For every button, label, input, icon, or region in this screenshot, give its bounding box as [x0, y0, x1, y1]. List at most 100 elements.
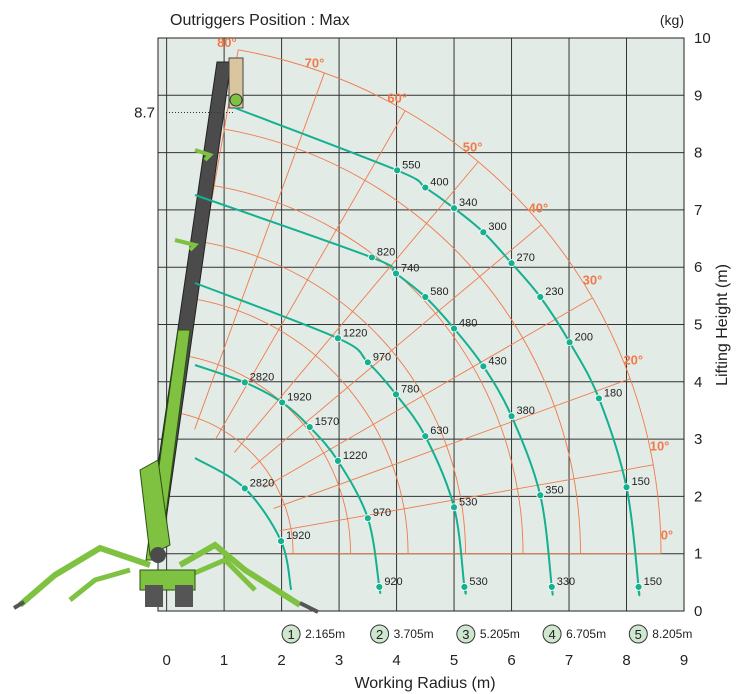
load-curve — [234, 107, 641, 597]
y-axis-label: Lifting Height (m) — [714, 264, 731, 386]
load-point — [507, 412, 516, 421]
load-point — [595, 394, 603, 403]
x-tick-label: 2 — [277, 652, 285, 669]
load-point — [334, 334, 342, 343]
load-point — [240, 378, 249, 387]
load-value: 180 — [604, 387, 622, 399]
load-point — [393, 166, 402, 175]
load-value: 330 — [557, 576, 575, 588]
legend-marker — [628, 624, 648, 644]
legend-radius: 3.705m — [394, 627, 434, 641]
load-value: 400 — [430, 177, 448, 189]
x-tick-label: 4 — [392, 652, 400, 669]
legend-marker — [281, 624, 301, 644]
x-tick-label: 7 — [565, 652, 573, 669]
angle-label: 50° — [463, 139, 483, 154]
load-point — [536, 491, 545, 500]
load-value: 630 — [430, 425, 448, 437]
load-point — [507, 259, 516, 268]
y-tick-label: 10 — [694, 30, 711, 47]
load-value: 300 — [488, 221, 506, 233]
angle-label: 70° — [305, 55, 325, 70]
load-point — [375, 583, 384, 591]
x-tick-label: 1 — [220, 652, 228, 669]
legend-number: 4 — [548, 627, 555, 642]
angle-label: 60° — [387, 90, 407, 105]
crane-illustration — [12, 57, 319, 614]
load-point — [334, 456, 342, 465]
load-value: 970 — [373, 507, 391, 519]
load-value: 1220 — [343, 327, 367, 339]
load-value: 1570 — [315, 416, 339, 428]
load-point — [450, 324, 458, 333]
chart-title: Outriggers Position : Max — [170, 12, 350, 29]
angle-label: 0° — [661, 528, 673, 543]
load-value: 920 — [384, 576, 402, 588]
y-tick-label: 3 — [694, 431, 702, 448]
load-point — [363, 358, 372, 367]
angle-line — [194, 72, 325, 430]
load-value: 530 — [469, 576, 487, 588]
load-value: 380 — [517, 405, 535, 417]
load-value: 430 — [488, 355, 506, 367]
load-point — [622, 483, 631, 492]
load-value: 340 — [459, 197, 477, 209]
plot-border — [157, 37, 685, 612]
load-point — [536, 293, 545, 301]
load-value: 580 — [430, 286, 448, 298]
x-axis-label: Working Radius (m) — [354, 675, 495, 692]
load-point — [450, 503, 458, 512]
y-tick-label: 4 — [694, 374, 702, 391]
legend-radius: 2.165m — [305, 627, 345, 641]
load-point — [450, 204, 458, 213]
y-tick-label: 9 — [694, 87, 702, 104]
load-curve — [194, 457, 293, 591]
y-tick-label: 8 — [694, 145, 702, 162]
unit-label: (kg) — [660, 12, 684, 28]
load-point — [634, 583, 643, 591]
legend-number: 2 — [376, 627, 383, 642]
load-value: 970 — [373, 351, 391, 363]
load-point — [305, 423, 314, 431]
legend-marker — [542, 624, 562, 644]
x-tick-label: 3 — [335, 652, 343, 669]
x-tick-label: 9 — [680, 652, 688, 669]
load-value: 150 — [644, 576, 662, 588]
legend-marker — [456, 624, 476, 644]
load-value: 1220 — [343, 450, 367, 462]
load-value: 740 — [401, 263, 419, 275]
y-tick-label: 7 — [694, 202, 702, 219]
load-value: 150 — [632, 476, 650, 488]
load-curve — [194, 364, 382, 594]
angle-line — [279, 464, 654, 532]
max-height-label: 8.7 — [134, 104, 155, 121]
legend-radius: 5.205m — [480, 627, 520, 641]
x-tick-label: 8 — [622, 652, 630, 669]
y-tick-label: 0 — [694, 603, 702, 620]
angle-grid — [171, 49, 662, 555]
angle-label: 30° — [583, 272, 603, 287]
y-tick-label: 6 — [694, 259, 702, 276]
load-point — [460, 583, 469, 591]
load-value: 230 — [545, 286, 563, 298]
load-curves: 2820 1920 2820 1920 1570 1220 970 920 1220 970 780… — [194, 107, 662, 597]
load-value: 550 — [402, 159, 420, 171]
angle-line — [263, 297, 593, 488]
load-value: 270 — [517, 252, 535, 264]
load-value: 530 — [459, 496, 477, 508]
load-point — [421, 293, 430, 301]
angle-label: 10° — [650, 438, 670, 453]
x-tick-label: 6 — [507, 652, 515, 669]
legend-number: 5 — [635, 627, 642, 642]
legend-radius: 8.205m — [652, 627, 692, 641]
load-point — [421, 432, 430, 441]
load-point — [277, 537, 285, 545]
load-value: 200 — [575, 331, 593, 343]
x-tick-label: 0 — [162, 652, 170, 669]
y-tick-label: 5 — [694, 317, 702, 334]
load-value: 480 — [459, 318, 477, 330]
angle-label: 20° — [623, 352, 643, 367]
load-point — [565, 338, 574, 347]
load-point — [278, 398, 287, 407]
